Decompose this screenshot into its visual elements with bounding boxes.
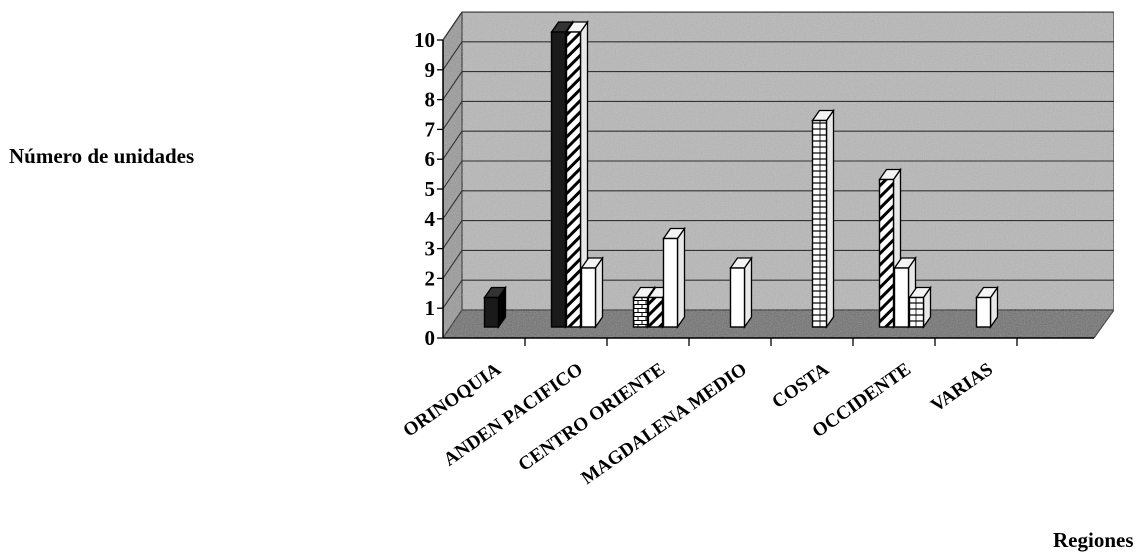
gridline: [442, 71, 1114, 100]
bar-side: [594, 255, 604, 330]
gridline: [442, 100, 1114, 130]
x-category-label: CENTRO ORIENTE: [515, 359, 669, 476]
bar: [975, 296, 992, 328]
y-tick-label: 3: [425, 237, 436, 261]
bar-side: [676, 226, 686, 330]
gridline: [442, 160, 1114, 190]
bar: [632, 296, 649, 328]
x-category-label: VARIAS: [927, 359, 997, 417]
bar: [662, 237, 679, 328]
y-axis-label: Número de unidades: [9, 144, 195, 168]
bar: [483, 296, 500, 328]
y-tick-label: 8: [425, 88, 436, 112]
gridline: [442, 130, 1114, 160]
x-axis-label: Regiones: [1053, 528, 1134, 552]
bar: [729, 267, 746, 328]
gridline: [442, 41, 1114, 71]
bar: [580, 267, 597, 328]
y-tick-label: 5: [425, 177, 436, 201]
y-tick-label: 1: [425, 296, 436, 320]
x-category-label: ANDEN PACIFICO: [440, 359, 587, 471]
bar: [550, 31, 567, 328]
bar: [893, 267, 910, 328]
bar-side: [743, 255, 753, 330]
bar: [878, 178, 895, 328]
y-tick-label: 10: [414, 28, 435, 52]
bar: [565, 31, 582, 328]
gridline: [442, 11, 1114, 41]
x-category-label: COSTA: [768, 359, 833, 413]
y-tick-label: 0: [425, 326, 436, 350]
bar-side: [825, 108, 835, 330]
floor: [441, 309, 1116, 339]
y-tick-label: 7: [425, 117, 436, 141]
y-tick-label: 2: [425, 266, 436, 290]
y-tick-label: 6: [425, 147, 436, 171]
bar: [811, 119, 828, 328]
bar: [908, 296, 925, 328]
y-tick-label: 4: [425, 207, 436, 231]
y-tick-label: 9: [425, 58, 436, 82]
bar: [647, 296, 664, 328]
